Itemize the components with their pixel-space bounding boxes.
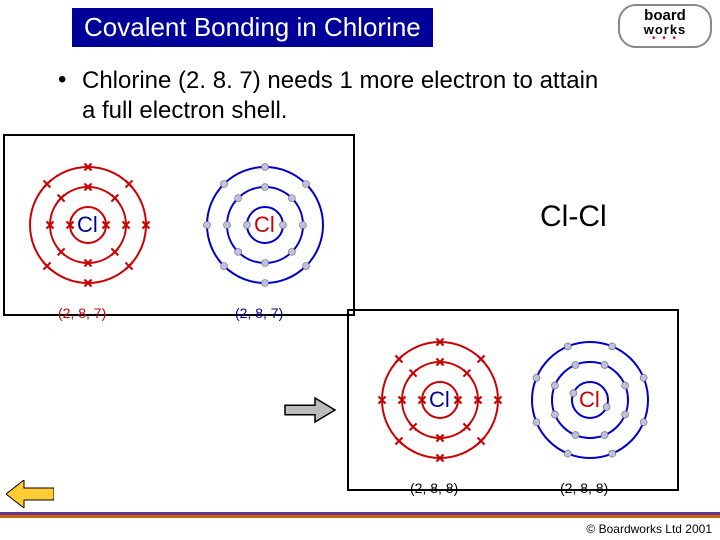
- logo-dots: • • •: [620, 36, 710, 42]
- footer-divider: [0, 512, 720, 518]
- back-arrow-icon[interactable]: [6, 480, 54, 508]
- bullet-marker: •: [58, 66, 82, 94]
- page-title: Covalent Bonding in Chlorine: [72, 8, 433, 47]
- molecule-formula: Cl-Cl: [540, 200, 607, 234]
- footer-stripe-2: [0, 515, 720, 518]
- boardworks-logo: board works • • •: [618, 4, 712, 48]
- config-bot-blue: (2, 8, 8): [560, 480, 608, 496]
- config-bot-red: (2, 8, 8): [410, 480, 458, 496]
- logo-line1: board: [620, 8, 710, 23]
- atom-label-mid-blue: Cl: [254, 212, 275, 238]
- atom-label-bot-red: Cl: [429, 387, 450, 413]
- config-mid-blue: (2, 8, 7): [235, 305, 283, 321]
- config-left-red: (2, 8, 7): [58, 305, 106, 321]
- copyright-text: © Boardworks Ltd 2001: [586, 522, 712, 536]
- bullet-point: • Chlorine (2. 8. 7) needs 1 more electr…: [58, 66, 602, 126]
- bullet-text: Chlorine (2. 8. 7) needs 1 more electron…: [82, 66, 602, 126]
- atom-label-left-red: Cl: [77, 212, 98, 238]
- atom-label-bot-blue: Cl: [579, 387, 600, 413]
